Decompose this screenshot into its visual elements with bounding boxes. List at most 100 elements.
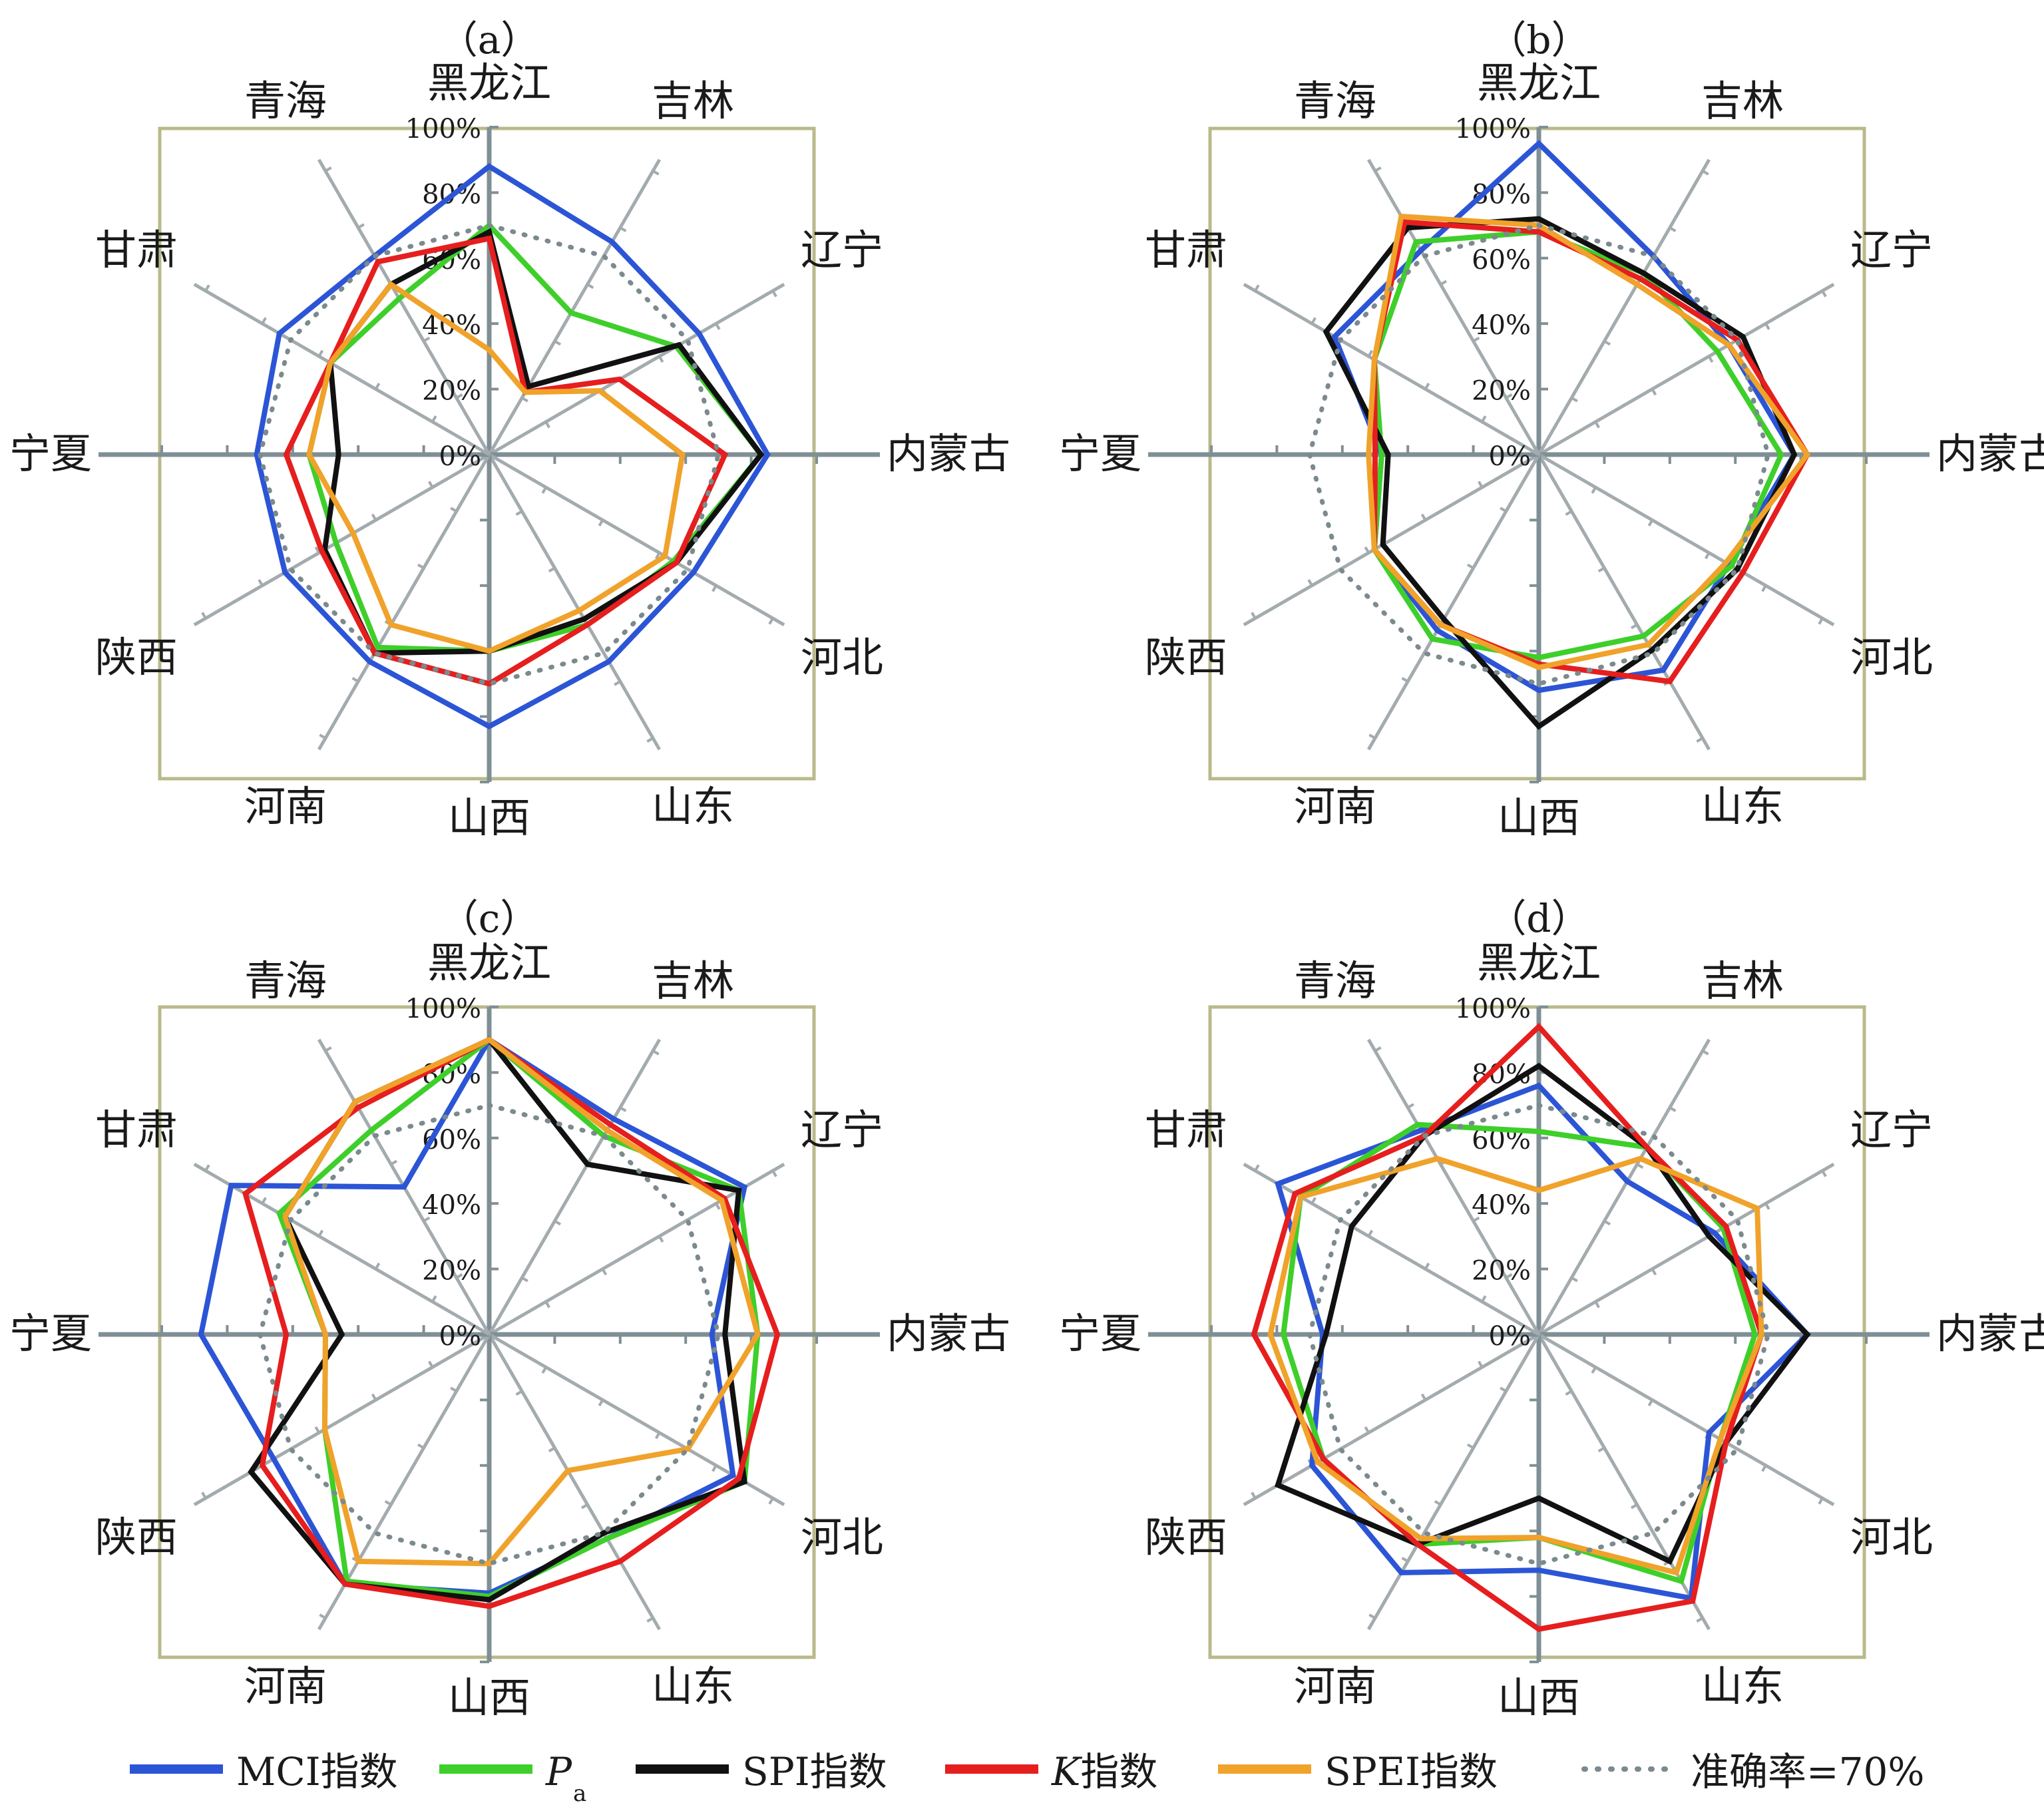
axis-tick <box>1407 1103 1414 1109</box>
radar-panel-4: 0%20%40%60%80%100%黑龙江 吉林辽宁内蒙古河北山东山西河南陕西宁夏… <box>1059 896 2044 1722</box>
axis-label: 青海 <box>244 956 327 1005</box>
axis-tick <box>654 552 661 560</box>
axis-label: 山东 <box>652 782 734 831</box>
axis-line-8 <box>1366 453 1541 751</box>
series-ref <box>257 1102 721 1567</box>
axis-tick <box>1367 1229 1374 1237</box>
axis-tick <box>1647 1399 1654 1407</box>
axis-tick <box>1701 1050 1709 1056</box>
axis-tick <box>1364 1426 1370 1434</box>
axis-line-5 <box>488 453 785 627</box>
axis-label: 河南 <box>1294 1662 1376 1710</box>
axis-label: 甘肃 <box>95 1106 178 1154</box>
axis-tick <box>1701 170 1709 176</box>
axis-tick <box>544 421 550 429</box>
axis-tick <box>1254 1164 1260 1171</box>
axis-tick <box>652 170 660 176</box>
series-k <box>1251 1022 1764 1633</box>
axis-label: 山西 <box>448 1673 530 1722</box>
tick-label: 60% <box>1472 245 1531 276</box>
axis-label: 黑龙江 <box>1477 59 1601 107</box>
axis-tick <box>658 1235 664 1243</box>
axis-tick <box>658 355 664 363</box>
axis-tick <box>423 1216 431 1223</box>
axis-line-9 <box>193 453 491 627</box>
axis-line-9 <box>1243 1332 1540 1507</box>
series-ref <box>257 222 721 687</box>
axis-label: 青海 <box>1294 77 1376 125</box>
axis-tick <box>1420 513 1427 521</box>
tick-label: 20% <box>422 376 481 407</box>
series-spei <box>306 280 686 654</box>
tick-label: 40% <box>1472 1190 1531 1221</box>
axis-label: 山东 <box>1701 782 1784 831</box>
tick-label: 40% <box>422 1190 481 1221</box>
legend-label: K指数 <box>1051 1749 1157 1794</box>
radar-panel-3: 0%20%40%60%80%100%黑龙江 吉林辽宁内蒙古河北山东山西河南陕西宁夏… <box>9 896 1010 1722</box>
axis-label: 山西 <box>448 793 530 842</box>
axis-tick <box>554 339 562 346</box>
axis-tick <box>204 1164 210 1171</box>
tick-label: 100% <box>405 114 481 144</box>
legend-item-6: 准确率=70% <box>1581 1749 1925 1794</box>
axis-tick <box>1764 1203 1770 1210</box>
axis-tick <box>1594 1301 1600 1308</box>
tick-label: 0% <box>1489 1321 1531 1352</box>
axis-tick <box>1651 388 1657 396</box>
axis-tick <box>428 481 434 489</box>
axis-tick <box>1478 1360 1484 1368</box>
legend-label: Pa <box>545 1749 586 1807</box>
axis-label: 辽宁 <box>801 226 883 274</box>
axis-tick <box>1505 1273 1513 1279</box>
axis-line-6 <box>487 1333 662 1631</box>
axis-tick <box>652 1050 660 1056</box>
axis-tick <box>450 1386 457 1392</box>
axis-label: 河北 <box>801 1513 883 1561</box>
legend-item-2: Pa <box>439 1749 586 1807</box>
axis-tick <box>1374 1046 1382 1052</box>
axis-tick <box>319 733 327 739</box>
axis-label: 山东 <box>1701 1662 1784 1710</box>
axis-tick <box>1254 284 1260 292</box>
tick-label: 0% <box>1489 441 1531 472</box>
axis-line-8 <box>317 453 491 751</box>
axis-line-6 <box>487 453 662 751</box>
axis-line-12 <box>317 158 491 456</box>
axis-tick <box>317 1229 324 1237</box>
tick-label: 20% <box>1472 376 1531 407</box>
axis-label: 河北 <box>1850 1513 1933 1561</box>
axis-label: 甘肃 <box>1145 1106 1227 1154</box>
tick-label: 40% <box>1472 310 1531 341</box>
axis-tick <box>1307 579 1313 586</box>
axis-tick <box>1434 1500 1442 1506</box>
axis-tick <box>712 1464 717 1472</box>
legend-item-5: SPEI指数 <box>1218 1749 1498 1794</box>
axis-label: 陕西 <box>95 1513 178 1561</box>
series-pa <box>1371 229 1784 661</box>
axis-tick <box>1571 1277 1578 1283</box>
axis-tick <box>1696 737 1704 743</box>
axis-tick <box>1603 1219 1611 1226</box>
axis-tick <box>314 546 321 554</box>
axis-tick <box>1669 226 1677 232</box>
axis-tick <box>1704 552 1711 560</box>
tick-label: 100% <box>1455 994 1531 1024</box>
axis-tick <box>1818 618 1824 625</box>
legend-item-4: K指数 <box>945 1749 1157 1794</box>
axis-tick <box>1818 1497 1824 1505</box>
axis-tick <box>258 579 264 586</box>
axis-line-9 <box>193 1332 491 1507</box>
axis-line-2 <box>1537 158 1711 456</box>
axis-line-8 <box>1366 1333 1541 1631</box>
axis-tick <box>515 1390 523 1396</box>
legend-item-3: SPI指数 <box>636 1749 887 1794</box>
axis-label: 吉林 <box>652 956 734 1005</box>
axis-tick <box>712 584 717 592</box>
axis-label: 内蒙古 <box>887 1309 1010 1358</box>
axis-label: 内蒙古 <box>1936 1309 2044 1358</box>
axis-tick <box>598 1399 604 1407</box>
legend-label: MCI指数 <box>236 1749 398 1794</box>
series-k <box>242 1036 781 1609</box>
axis-label: 内蒙古 <box>887 429 1010 478</box>
legend-item-1: MCI指数 <box>130 1749 398 1794</box>
